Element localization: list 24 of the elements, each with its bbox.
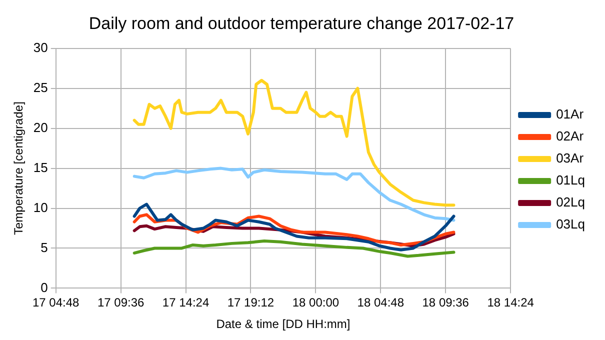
- legend-label: 01Ar: [556, 106, 584, 122]
- x-tick-label: 18 04:48: [357, 296, 404, 310]
- x-axis-title: Date & time [DD HH:mm]: [216, 317, 350, 332]
- y-tick-label: 5: [40, 240, 48, 255]
- x-tick-label: 17 04:48: [32, 296, 80, 310]
- y-tick-label: 15: [33, 160, 48, 175]
- x-tick-label: 18 00:00: [292, 296, 340, 310]
- legend-label: 03Ar: [556, 150, 584, 166]
- x-tick-label: 18 14:24: [487, 296, 534, 310]
- chart-title: Daily room and outdoor temperature change 2017-02-17: [88, 14, 514, 33]
- y-tick-label: 10: [33, 200, 48, 215]
- y-axis-title: Temperature [centigrade]: [12, 102, 26, 236]
- y-tick-label: 30: [33, 40, 48, 55]
- legend-label: 02Ar: [556, 128, 584, 144]
- x-tick-label: 17 14:24: [162, 296, 210, 310]
- legend-label: 01Lq: [556, 172, 585, 188]
- x-tick-label: 18 09:36: [422, 296, 470, 310]
- legend-label: 03Lq: [556, 216, 585, 232]
- legend-label: 02Lq: [556, 194, 585, 210]
- y-tick-label: 0: [40, 280, 48, 295]
- y-tick-label: 20: [33, 120, 48, 135]
- y-tick-label: 25: [33, 80, 48, 95]
- x-tick-label: 17 09:36: [97, 296, 144, 310]
- x-tick-label: 17 19:12: [227, 296, 274, 310]
